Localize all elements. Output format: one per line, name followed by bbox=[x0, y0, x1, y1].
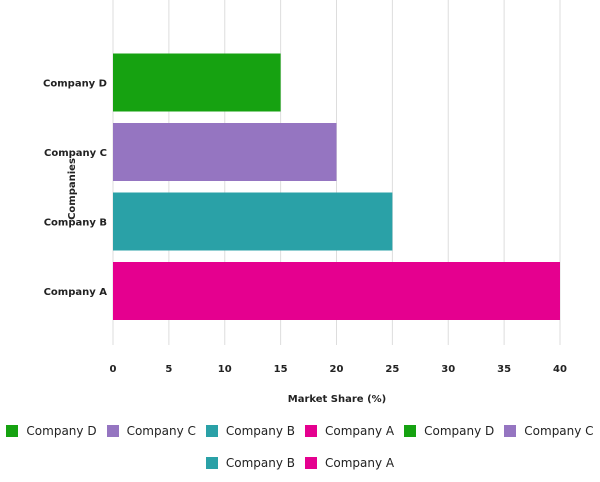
x-tick-label: 10 bbox=[218, 364, 232, 375]
legend-label: Company C bbox=[524, 424, 594, 438]
bar bbox=[113, 192, 393, 251]
legend-item[interactable]: Company B bbox=[205, 456, 295, 470]
x-tick-label: 25 bbox=[385, 364, 399, 375]
bar bbox=[113, 123, 337, 181]
bar-chart: Company A Company B Company C Company D 0 5 1… bbox=[43, 0, 567, 405]
bar bbox=[113, 262, 560, 320]
x-tick-label: 0 bbox=[110, 364, 117, 375]
legend-label: Company D bbox=[424, 424, 495, 438]
legend-swatch bbox=[504, 425, 517, 437]
category-label: Company C bbox=[44, 148, 107, 159]
category-labels: Company A Company B Company C Company D bbox=[43, 79, 107, 299]
legend-swatch bbox=[305, 425, 317, 437]
x-tick-label: 20 bbox=[330, 364, 344, 375]
legend-label: Company B bbox=[225, 424, 295, 438]
legend-row-2: Company B Company A bbox=[0, 456, 600, 470]
category-label: Company A bbox=[44, 287, 108, 298]
legend-item[interactable]: Company B bbox=[205, 424, 295, 438]
legend-item[interactable]: Company A bbox=[305, 424, 394, 438]
category-label: Company D bbox=[43, 79, 107, 90]
legend-item[interactable]: Company A bbox=[305, 456, 394, 470]
legend-label: Company D bbox=[26, 424, 97, 438]
legend-label: Company B bbox=[225, 456, 295, 470]
legend-swatch bbox=[404, 425, 417, 437]
legend-label: Company A bbox=[325, 424, 395, 438]
legend-swatch bbox=[6, 425, 19, 437]
x-tick-label: 40 bbox=[553, 364, 567, 375]
y-axis-title: Companies bbox=[67, 158, 78, 220]
bar bbox=[113, 53, 281, 112]
bars bbox=[113, 53, 560, 320]
x-axis-title: Market Share (%) bbox=[288, 394, 386, 405]
legend-swatch bbox=[205, 457, 218, 469]
legend-item[interactable]: Company D bbox=[6, 424, 97, 438]
category-label: Company B bbox=[44, 218, 107, 229]
legend-item[interactable]: Company D bbox=[404, 424, 494, 438]
x-tick-label: 15 bbox=[274, 364, 288, 375]
x-tick-label: 35 bbox=[497, 364, 511, 375]
legend-label: Company A bbox=[325, 456, 395, 470]
legend-item[interactable]: Company C bbox=[106, 424, 196, 438]
x-tick-label: 30 bbox=[441, 364, 455, 375]
x-tick-labels: 0 5 10 15 20 25 30 35 40 bbox=[110, 364, 567, 375]
legend-item[interactable]: Company C bbox=[504, 424, 594, 438]
legend-label: Company C bbox=[126, 424, 196, 438]
legend-swatch bbox=[106, 425, 119, 437]
legend-swatch bbox=[205, 425, 218, 437]
x-tick-label: 5 bbox=[165, 364, 172, 375]
legend-row-1: Company D Company C Company B Company A Comp… bbox=[0, 424, 600, 438]
legend-swatch bbox=[305, 457, 317, 469]
